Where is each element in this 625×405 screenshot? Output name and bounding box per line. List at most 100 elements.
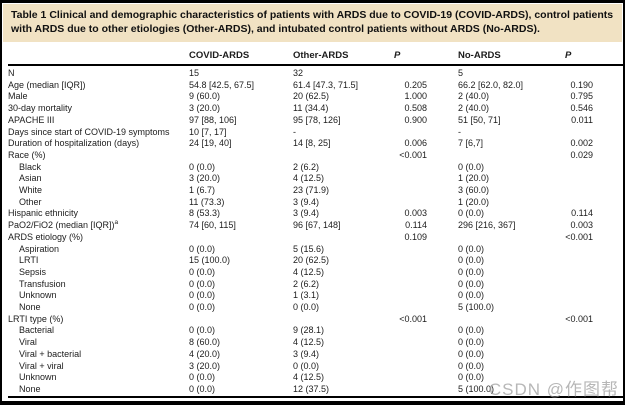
cell-p-value-1: 0.508 [404,103,427,114]
table-row: LRTI type (%) <0.001 <0.001 [8,314,623,326]
row-label: Viral + bacterial [19,348,82,359]
cell-spacer [427,267,458,279]
row-label: None [8,383,189,398]
row-label: N [8,68,15,78]
cell-covid-ards [189,150,293,162]
cell-p-value-1 [394,279,427,291]
cell-covid-ards: 8 (60.0) [189,337,221,348]
cell-no-ards: 51 [50, 71] [458,114,501,125]
cell-filler [593,173,623,185]
cell-covid-ards: 97 [88, 106] [189,114,237,125]
cell-filler [593,255,623,267]
cell-p-value-1 [394,372,427,384]
table-row: APACHE III 97 [88, 106] 95 [78, 126] 0.9… [8,115,623,127]
cell-covid-ards: 0 (0.0) [189,278,216,289]
row-label: Transfusion [19,278,66,289]
cell-p-value-2 [565,325,593,337]
cell-other-ards: 4 (12.5) [293,337,325,348]
row-label: 30-day mortality [8,103,73,114]
header-p-value-2: P [565,43,593,66]
row-label: LRTI type (%) [8,313,64,324]
cell-covid-ards [189,232,293,244]
cell-p-value-1 [394,197,427,209]
row-label: LRTI [19,255,39,266]
cell-no-ards: 3 (60.0) [458,185,490,196]
cell-no-ards: 1 (20.0) [458,173,490,184]
header-variable-blank [8,43,189,66]
clinical-characteristics-table: COVID-ARDS Other-ARDS P No-ARDS P N 15 3… [8,43,623,398]
cell-no-ards: 0 (0.0) [458,278,485,289]
cell-other-ards [293,232,394,244]
header-covid-ards: COVID-ARDS [189,43,293,66]
cell-covid-ards: 3 (20.0) [189,173,221,184]
cell-filler [593,314,623,326]
cell-covid-ards: 24 [19, 40] [189,138,232,149]
cell-p-value-2: 0.003 [570,220,593,231]
cell-p-value-1: 0.003 [404,208,427,219]
cell-p-value-2 [565,372,593,384]
cell-covid-ards: 8 (53.3) [189,208,221,219]
cell-p-value-2: 0.029 [570,149,593,160]
row-label: Hispanic ethnicity [8,208,79,219]
cell-p-value-1: <0.001 [399,313,427,324]
cell-covid-ards: 4 (20.0) [189,348,221,359]
cell-filler [593,244,623,256]
cell-p-value-2 [565,337,593,349]
cell-spacer [427,244,458,256]
cell-p-value-1 [394,162,427,174]
cell-other-ards: 32 [293,68,304,78]
cell-covid-ards: 0 (0.0) [189,266,216,277]
cell-p-value-2 [565,65,593,80]
cell-no-ards: 0 (0.0) [458,360,485,371]
cell-covid-ards: 0 (0.0) [189,372,216,383]
cell-p-value-2: <0.001 [565,313,593,324]
cell-filler [593,220,623,232]
table-row: 30-day mortality 3 (20.0) 11 (34.4) 0.50… [8,103,623,115]
cell-filler [593,65,623,80]
cell-covid-ards: 54.8 [42.5, 67.5] [189,79,255,90]
cell-spacer [427,372,458,384]
cell-no-ards: 0 (0.0) [458,348,485,359]
cell-filler [593,115,623,127]
cell-p-value-2 [565,173,593,185]
table-row: None 0 (0.0) 12 (37.5) 5 (100.0) [8,383,623,398]
cell-p-value-1 [394,361,427,373]
cell-filler [593,103,623,115]
table-row: Hispanic ethnicity 8 (53.3) 3 (9.4) 0.00… [8,208,623,220]
cell-other-ards: 0 (0.0) [293,360,320,371]
cell-spacer [427,65,458,80]
row-label: Age (median [IQR]) [8,79,86,90]
table-row: LRTI 15 (100.0) 20 (62.5) 0 (0.0) [8,255,623,267]
cell-p-value-2 [565,185,593,197]
cell-other-ards: 3 (9.4) [293,348,320,359]
cell-p-value-2 [565,267,593,279]
cell-no-ards: 5 (100.0) [458,383,565,398]
table-row: Transfusion 0 (0.0) 2 (6.2) 0 (0.0) [8,279,623,291]
cell-covid-ards: 0 (0.0) [189,243,216,254]
row-label: Aspiration [19,243,60,254]
cell-spacer [427,80,458,92]
cell-spacer [427,337,458,349]
cell-filler [593,302,623,314]
cell-spacer [427,361,458,373]
cell-filler [593,91,623,103]
cell-no-ards: 2 (40.0) [458,103,490,114]
cell-covid-ards: 15 [189,68,200,78]
table-row: Male 9 (60.0) 20 (62.5) 1.000 2 (40.0) 0… [8,91,623,103]
cell-covid-ards: 0 (0.0) [189,161,216,172]
cell-p-value-1 [394,325,427,337]
cell-p-value-1 [394,173,427,185]
cell-filler [593,349,623,361]
cell-p-value-1 [394,185,427,197]
cell-p-value-1 [394,127,427,139]
cell-filler [593,197,623,209]
row-label: Other [19,196,42,207]
cell-other-ards: 23 (71.9) [293,185,330,196]
cell-p-value-2 [565,197,593,209]
row-label: Days since start of COVID-19 symptoms [8,126,170,137]
cell-p-value-1 [394,290,427,302]
cell-filler [593,383,623,398]
table-row: Viral + bacterial 4 (20.0) 3 (9.4) 0 (0.… [8,349,623,361]
cell-p-value-1 [394,337,427,349]
cell-spacer [427,208,458,220]
